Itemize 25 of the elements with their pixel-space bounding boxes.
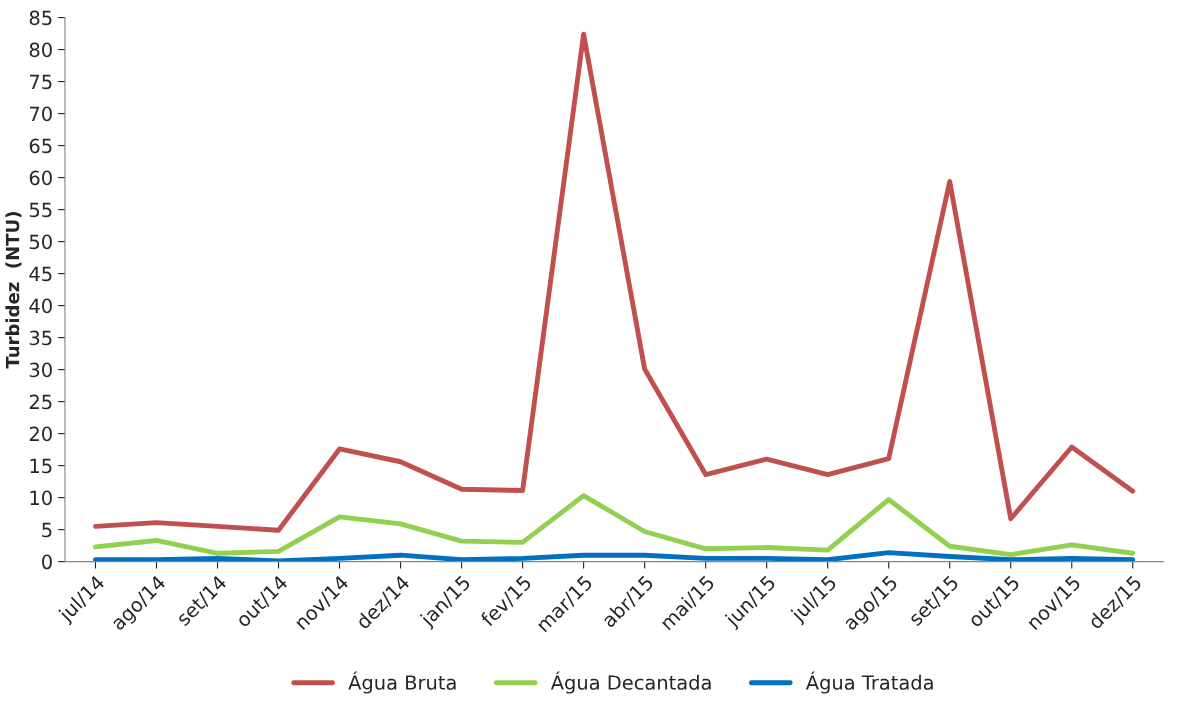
y-tick-label: 50 bbox=[29, 234, 52, 250]
y-tick-label: 65 bbox=[29, 138, 52, 154]
y-tick-label: 70 bbox=[30, 106, 52, 122]
line-series bbox=[93, 493, 1136, 557]
y-tick-label: 10 bbox=[30, 490, 52, 506]
y-tick-label: 25 bbox=[29, 394, 52, 410]
y-tick-label: 30 bbox=[29, 362, 52, 378]
y-tick-label: 35 bbox=[29, 330, 52, 346]
y-tick-label: 75 bbox=[30, 74, 52, 90]
y-tick-label: 0 bbox=[42, 554, 52, 570]
legend-label: Água Decantada bbox=[550, 671, 711, 694]
y-axis-title: Turbidez (NTU) bbox=[5, 212, 22, 369]
line-series bbox=[93, 31, 1136, 533]
y-tick-label: 55 bbox=[29, 202, 52, 218]
y-tick-label: 20 bbox=[29, 426, 52, 442]
y-tick-label: 85 bbox=[29, 10, 52, 26]
y-tick-label: 80 bbox=[29, 42, 52, 58]
y-tick-label: 60 bbox=[29, 170, 52, 186]
legend-label: Água Tratada bbox=[805, 671, 933, 694]
y-tick-label: 45 bbox=[29, 266, 52, 282]
y-tick-label: 5 bbox=[42, 522, 52, 538]
legend-label: Água Bruta bbox=[348, 671, 456, 694]
y-tick-label: 15 bbox=[30, 458, 52, 474]
line-series bbox=[93, 550, 1136, 562]
y-tick-label: 40 bbox=[29, 298, 52, 314]
